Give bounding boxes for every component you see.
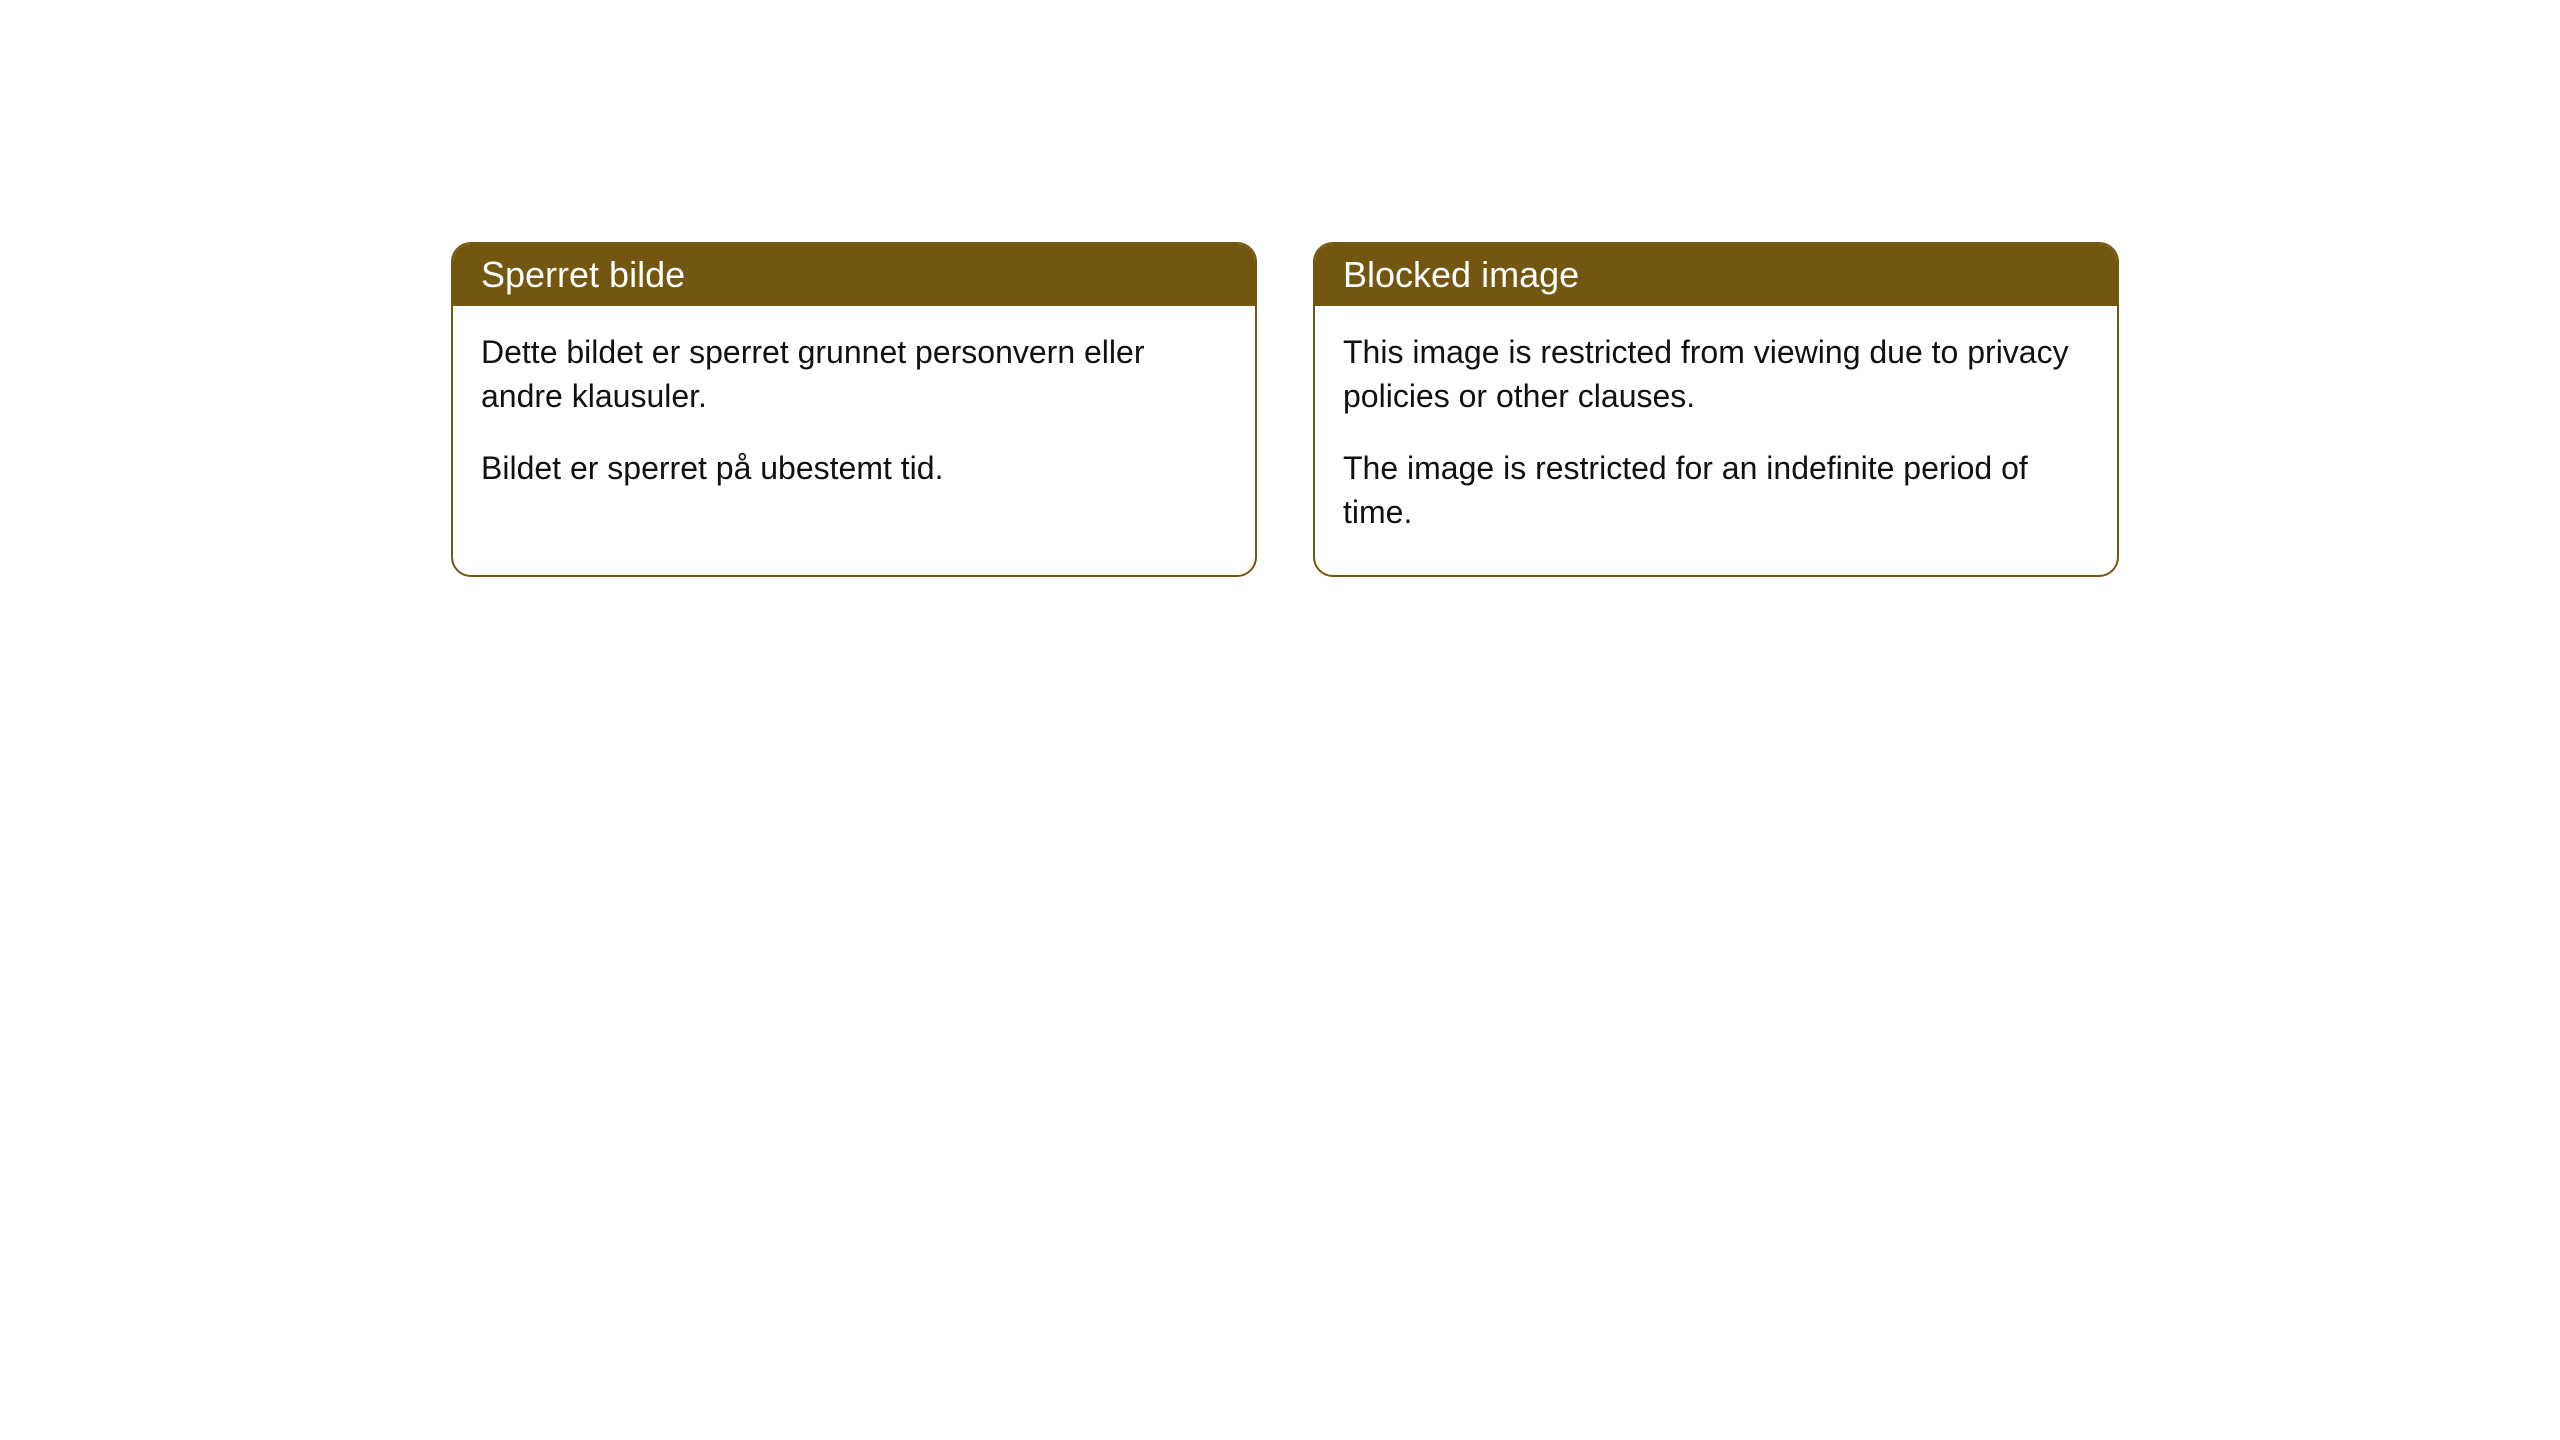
notice-paragraph: The image is restricted for an indefinit… <box>1343 446 2089 534</box>
notice-paragraph: Bildet er sperret på ubestemt tid. <box>481 446 1227 490</box>
notice-panel-english: Blocked image This image is restricted f… <box>1313 242 2119 577</box>
panel-title: Blocked image <box>1315 244 2117 306</box>
notice-panel-norwegian: Sperret bilde Dette bildet er sperret gr… <box>451 242 1257 577</box>
panel-body: Dette bildet er sperret grunnet personve… <box>453 306 1255 530</box>
panel-title: Sperret bilde <box>453 244 1255 306</box>
notice-paragraph: This image is restricted from viewing du… <box>1343 330 2089 418</box>
notice-paragraph: Dette bildet er sperret grunnet personve… <box>481 330 1227 418</box>
panel-body: This image is restricted from viewing du… <box>1315 306 2117 575</box>
notice-container: Sperret bilde Dette bildet er sperret gr… <box>451 242 2119 577</box>
